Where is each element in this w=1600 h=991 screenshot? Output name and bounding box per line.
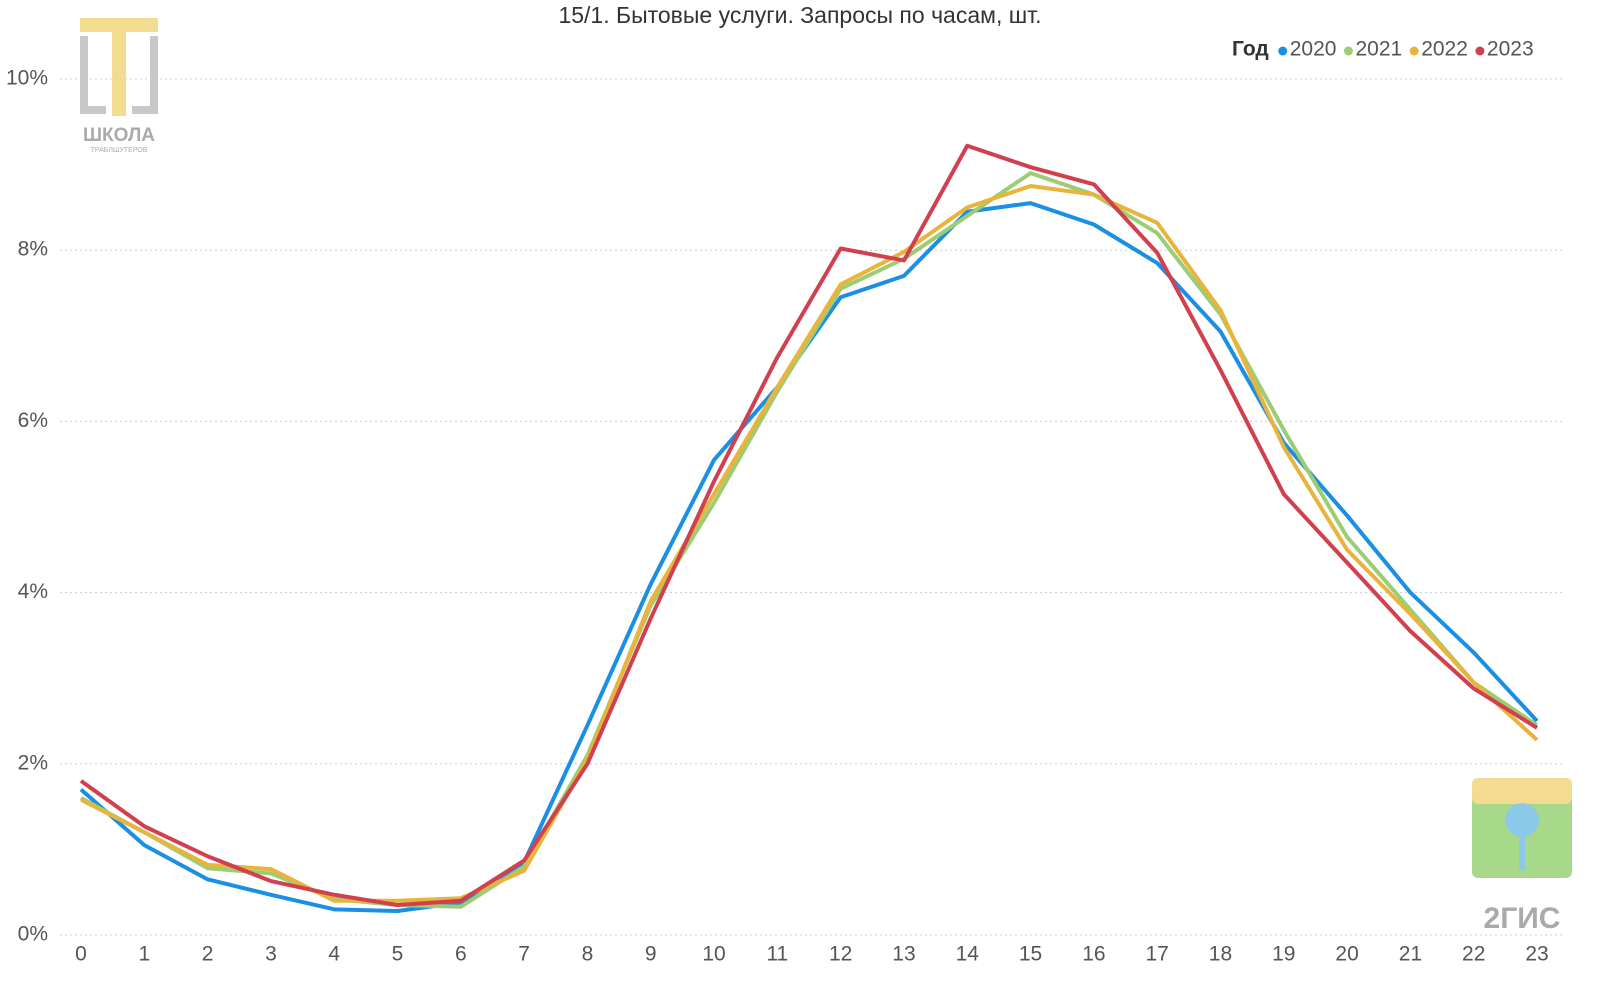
x-tick-label: 19 xyxy=(1272,943,1295,966)
legend-marker xyxy=(1278,46,1288,56)
series-line xyxy=(80,184,1539,903)
x-tick-label: 12 xyxy=(829,943,852,966)
legend-marker xyxy=(1343,46,1353,56)
x-tick-label: 2 xyxy=(202,943,214,966)
y-tick-label: 2% xyxy=(18,751,48,774)
x-tick-label: 4 xyxy=(328,943,340,966)
x-tick-label: 16 xyxy=(1082,943,1105,966)
legend-label: 2023 xyxy=(1487,38,1534,61)
logo-text: 2ГИС xyxy=(1484,902,1561,935)
x-tick-label: 23 xyxy=(1525,943,1548,966)
logo-shape xyxy=(1505,803,1539,837)
x-tick-label: 18 xyxy=(1209,943,1232,966)
legend-label: 2021 xyxy=(1355,38,1402,61)
logo-shape xyxy=(1519,834,1525,870)
x-tick-label: 1 xyxy=(138,943,150,966)
legend-title: Год xyxy=(1232,38,1269,61)
x-tick-label: 15 xyxy=(1019,943,1042,966)
logo-left: ШКОЛА ТРАБЛШУТЕРОВ xyxy=(80,18,158,154)
y-tick-label: 10% xyxy=(6,67,48,90)
legend: Год 2020 2021 2022 2023 xyxy=(1232,38,1534,61)
logo-shape xyxy=(1472,778,1572,804)
chart-title: 15/1. Бытовые услуги. Запросы по часам, … xyxy=(558,2,1041,28)
legend-marker xyxy=(1475,46,1485,56)
logo-text: ШКОЛА xyxy=(83,125,155,146)
series-line xyxy=(80,171,1539,909)
series-line xyxy=(79,143,1539,908)
x-tick-label: 10 xyxy=(702,943,725,966)
x-tick-label: 22 xyxy=(1462,943,1485,966)
x-tick-label: 3 xyxy=(265,943,277,966)
y-tick-label: 4% xyxy=(18,580,48,603)
x-tick-label: 20 xyxy=(1335,943,1358,966)
x-tick-label: 6 xyxy=(455,943,467,966)
y-tick-label: 8% xyxy=(18,238,48,261)
x-tick-label: 9 xyxy=(645,943,657,966)
series-line xyxy=(79,201,1539,914)
legend-label: 2020 xyxy=(1290,38,1337,61)
x-tick-label: 21 xyxy=(1399,943,1422,966)
x-tick-label: 14 xyxy=(956,943,980,966)
x-tick-label: 13 xyxy=(892,943,915,966)
y-tick-label: 6% xyxy=(18,409,48,432)
x-tick-label: 8 xyxy=(582,943,594,966)
x-tick-label: 17 xyxy=(1145,943,1168,966)
legend-marker xyxy=(1409,46,1419,56)
y-tick-label: 0% xyxy=(18,923,48,946)
logo-right: 2ГИС xyxy=(1472,778,1572,935)
legend-label: 2022 xyxy=(1421,38,1468,61)
logo-shape xyxy=(112,18,126,116)
x-tick-label: 0 xyxy=(75,943,87,966)
x-tick-label: 11 xyxy=(766,943,788,966)
x-tick-label: 7 xyxy=(518,943,530,966)
logo-subtext: ТРАБЛШУТЕРОВ xyxy=(91,147,148,154)
logo-shape xyxy=(80,36,158,114)
x-tick-label: 5 xyxy=(392,943,404,966)
